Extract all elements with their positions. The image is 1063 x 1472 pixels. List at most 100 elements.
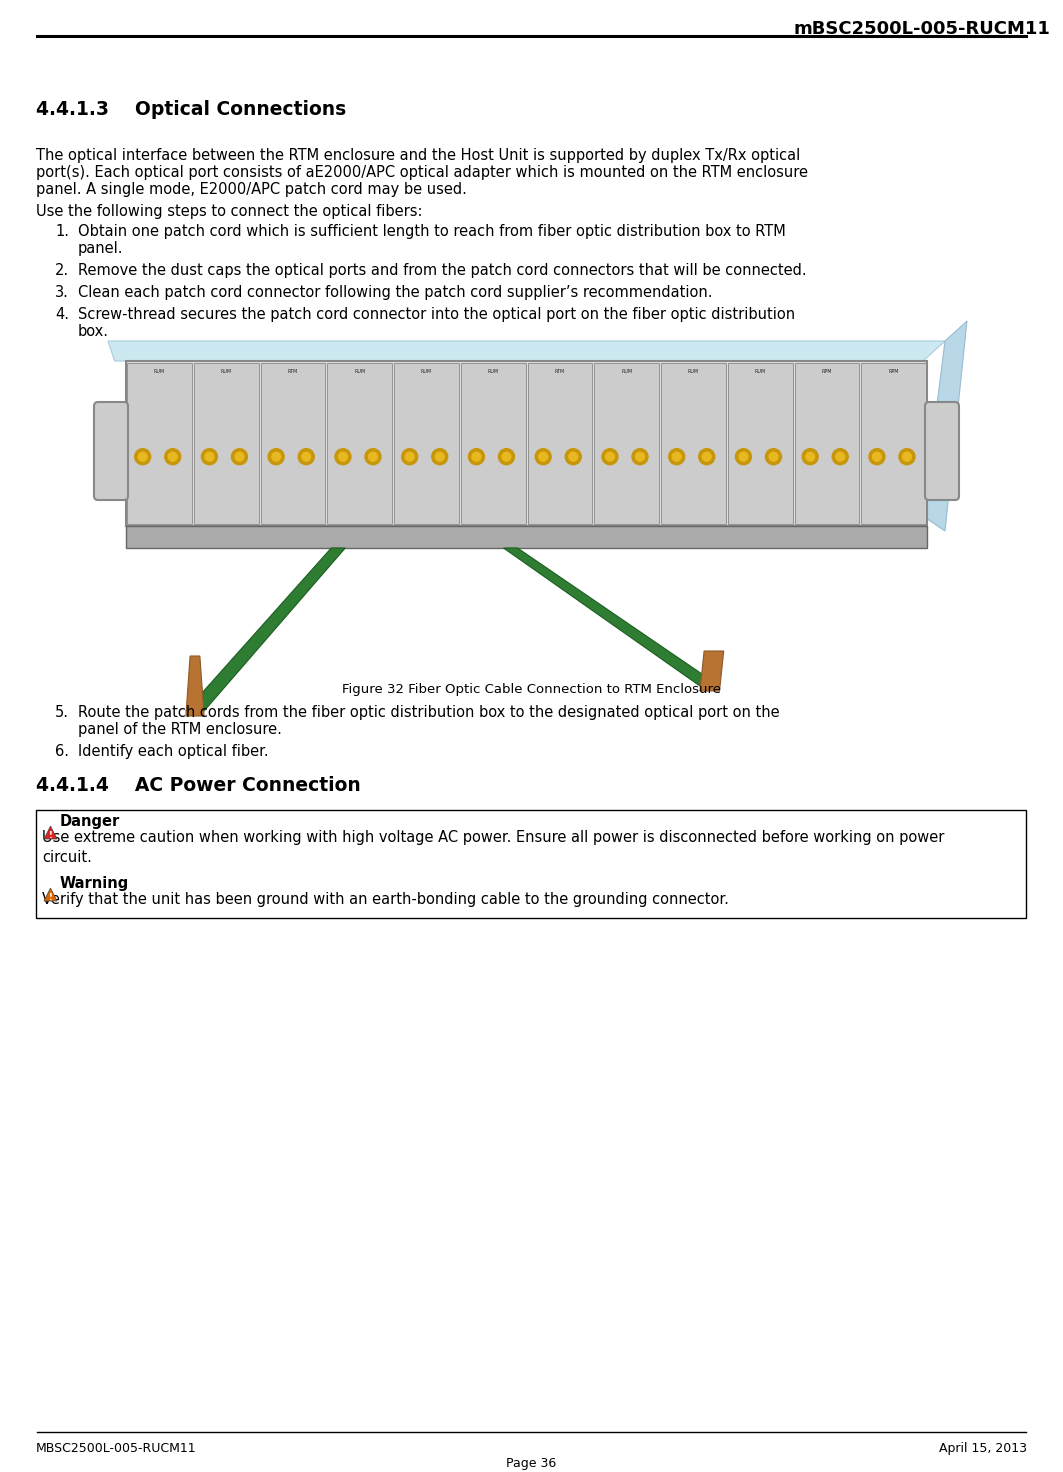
Text: Figure 32 Fiber Optic Cable Connection to RTM Enclosure: Figure 32 Fiber Optic Cable Connection t…: [341, 683, 721, 696]
FancyBboxPatch shape: [193, 364, 258, 524]
Text: RUM: RUM: [755, 369, 765, 374]
FancyBboxPatch shape: [594, 364, 659, 524]
Circle shape: [335, 449, 351, 465]
Polygon shape: [44, 888, 57, 901]
Text: 2.: 2.: [55, 263, 69, 278]
Circle shape: [168, 452, 178, 461]
FancyBboxPatch shape: [327, 364, 392, 524]
FancyBboxPatch shape: [126, 526, 927, 548]
Circle shape: [836, 452, 845, 461]
Circle shape: [235, 452, 243, 461]
Circle shape: [832, 449, 848, 465]
Circle shape: [736, 449, 752, 465]
Text: 5.: 5.: [55, 705, 69, 720]
Circle shape: [138, 452, 147, 461]
Text: Use the following steps to connect the optical fibers:: Use the following steps to connect the o…: [36, 205, 422, 219]
Text: mBSC2500L-005-RUCM11: mBSC2500L-005-RUCM11: [793, 21, 1050, 38]
Circle shape: [868, 449, 884, 465]
Text: Use extreme caution when working with high voltage AC power. Ensure all power is: Use extreme caution when working with hi…: [43, 830, 944, 864]
Circle shape: [201, 449, 218, 465]
Circle shape: [299, 449, 315, 465]
FancyBboxPatch shape: [925, 402, 959, 500]
Circle shape: [873, 452, 881, 461]
FancyBboxPatch shape: [36, 810, 1026, 919]
Circle shape: [602, 449, 618, 465]
Circle shape: [499, 449, 514, 465]
Text: MBSC2500L-005-RUCM11: MBSC2500L-005-RUCM11: [36, 1443, 197, 1454]
Circle shape: [739, 452, 748, 461]
Text: !: !: [49, 894, 52, 902]
Circle shape: [806, 452, 814, 461]
FancyBboxPatch shape: [661, 364, 726, 524]
Text: Clean each patch cord connector following the patch cord supplier’s recommendati: Clean each patch cord connector followin…: [78, 286, 712, 300]
FancyBboxPatch shape: [126, 361, 927, 526]
Text: RUM: RUM: [488, 369, 499, 374]
Text: RTM: RTM: [288, 369, 298, 374]
Text: The optical interface between the RTM enclosure and the Host Unit is supported b: The optical interface between the RTM en…: [36, 149, 800, 163]
Text: Page 36: Page 36: [506, 1457, 556, 1471]
Circle shape: [672, 452, 681, 461]
Text: April 15, 2013: April 15, 2013: [939, 1443, 1027, 1454]
Circle shape: [268, 449, 284, 465]
Circle shape: [205, 452, 214, 461]
Circle shape: [502, 452, 511, 461]
Text: Obtain one patch cord which is sufficient length to reach from fiber optic distr: Obtain one patch cord which is sufficien…: [78, 224, 786, 238]
Text: 1.: 1.: [55, 224, 69, 238]
Circle shape: [472, 452, 480, 461]
Polygon shape: [186, 548, 345, 711]
Circle shape: [539, 452, 547, 461]
Text: panel.: panel.: [78, 241, 123, 256]
Polygon shape: [44, 826, 57, 839]
Polygon shape: [186, 657, 204, 715]
Text: box.: box.: [78, 324, 109, 339]
Circle shape: [632, 449, 648, 465]
Text: RUM: RUM: [621, 369, 632, 374]
Circle shape: [669, 449, 685, 465]
Polygon shape: [923, 321, 967, 531]
Text: 4.: 4.: [55, 308, 69, 322]
Text: RUM: RUM: [154, 369, 165, 374]
FancyBboxPatch shape: [260, 364, 325, 524]
Circle shape: [636, 452, 644, 461]
Circle shape: [902, 452, 911, 461]
Circle shape: [769, 452, 778, 461]
FancyBboxPatch shape: [394, 364, 459, 524]
Text: RUM: RUM: [421, 369, 432, 374]
Text: port(s). Each optical port consists of aE2000/APC optical adapter which is mount: port(s). Each optical port consists of a…: [36, 165, 808, 180]
Text: Danger: Danger: [60, 814, 120, 829]
Circle shape: [469, 449, 485, 465]
Text: RTM: RTM: [555, 369, 566, 374]
Circle shape: [765, 449, 781, 465]
Text: Warning: Warning: [60, 876, 130, 891]
Circle shape: [899, 449, 915, 465]
Text: 3.: 3.: [55, 286, 69, 300]
Polygon shape: [108, 342, 945, 361]
Circle shape: [405, 452, 415, 461]
Text: Screw-thread secures the patch cord connector into the optical port on the fiber: Screw-thread secures the patch cord conn…: [78, 308, 795, 322]
FancyBboxPatch shape: [460, 364, 525, 524]
Text: 4.4.1.3    Optical Connections: 4.4.1.3 Optical Connections: [36, 100, 347, 119]
FancyBboxPatch shape: [527, 364, 592, 524]
Polygon shape: [699, 651, 724, 690]
Circle shape: [232, 449, 248, 465]
Circle shape: [165, 449, 181, 465]
Circle shape: [402, 449, 418, 465]
Text: Verify that the unit has been ground with an earth-bonding cable to the groundin: Verify that the unit has been ground wit…: [43, 892, 729, 907]
Text: RPM: RPM: [889, 369, 899, 374]
Circle shape: [432, 449, 448, 465]
Text: Route the patch cords from the fiber optic distribution box to the designated op: Route the patch cords from the fiber opt…: [78, 705, 779, 720]
Text: RPM: RPM: [822, 369, 832, 374]
Circle shape: [272, 452, 281, 461]
FancyBboxPatch shape: [728, 364, 793, 524]
Circle shape: [436, 452, 444, 461]
Text: 6.: 6.: [55, 743, 69, 760]
Text: !: !: [49, 830, 52, 841]
Text: RUM: RUM: [354, 369, 366, 374]
Text: Remove the dust caps the optical ports and from the patch cord connectors that w: Remove the dust caps the optical ports a…: [78, 263, 807, 278]
Circle shape: [569, 452, 577, 461]
Circle shape: [302, 452, 310, 461]
Text: panel of the RTM enclosure.: panel of the RTM enclosure.: [78, 721, 282, 737]
Circle shape: [803, 449, 819, 465]
Text: panel. A single mode, E2000/APC patch cord may be used.: panel. A single mode, E2000/APC patch co…: [36, 183, 467, 197]
FancyBboxPatch shape: [126, 364, 191, 524]
